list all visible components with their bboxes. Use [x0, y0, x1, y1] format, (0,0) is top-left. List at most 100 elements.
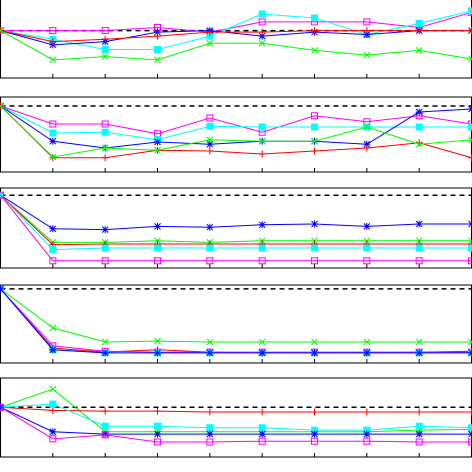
marker: [101, 407, 109, 415]
marker: [311, 27, 318, 35]
marker: [49, 27, 57, 35]
panel: [0, 377, 472, 458]
marker: [49, 120, 57, 128]
marker: [154, 32, 161, 40]
series-line: [0, 406, 472, 413]
marker: [311, 437, 318, 445]
marker: [101, 257, 109, 265]
marker: [101, 120, 109, 128]
marker: [363, 244, 371, 252]
marker: [258, 244, 266, 252]
marker: [363, 51, 371, 59]
marker: [415, 46, 423, 54]
marker: [258, 437, 266, 445]
marker: [101, 46, 109, 54]
marker: [101, 349, 109, 357]
marker: [154, 56, 161, 64]
marker: [258, 150, 266, 158]
marker: [101, 338, 109, 346]
marker: [49, 56, 57, 64]
marker: [258, 430, 266, 438]
series-line: [0, 288, 472, 343]
marker: [258, 123, 266, 131]
marker: [258, 221, 266, 229]
plot-frame: [0, 0, 472, 79]
marker: [206, 244, 214, 252]
marker: [311, 46, 318, 54]
panel: [0, 187, 472, 269]
marker: [154, 438, 161, 446]
marker: [101, 53, 109, 61]
marker: [311, 349, 318, 357]
marker: [206, 338, 214, 346]
marker: [206, 257, 214, 265]
marker: [415, 244, 423, 252]
marker: [0, 27, 4, 34]
marker: [49, 154, 57, 162]
series-line: [0, 194, 472, 262]
marker: [363, 349, 371, 357]
marker: [415, 19, 423, 27]
marker: [415, 220, 423, 228]
marker: [415, 349, 423, 357]
marker: [206, 223, 214, 231]
marker: [363, 27, 371, 35]
series-line: [0, 406, 472, 443]
marker: [154, 222, 161, 230]
series-line: [0, 30, 472, 46]
marker: [154, 28, 161, 36]
plot-frame: [0, 96, 472, 173]
marker: [49, 400, 57, 408]
marker: [415, 257, 423, 265]
series-line: [0, 105, 472, 149]
marker: [415, 123, 423, 131]
marker: [258, 137, 266, 145]
marker: [101, 422, 109, 430]
marker: [415, 438, 423, 446]
series-line: [0, 403, 472, 431]
marker: [101, 226, 109, 234]
plot-frame: [0, 377, 472, 458]
marker: [49, 324, 57, 332]
marker: [311, 14, 318, 22]
marker: [415, 430, 423, 438]
marker: [311, 338, 318, 346]
marker: [101, 244, 109, 252]
marker: [415, 140, 423, 148]
marker: [258, 338, 266, 346]
marker: [0, 403, 4, 411]
marker: [468, 7, 472, 15]
marker: [206, 408, 214, 416]
marker: [258, 39, 266, 47]
marker: [101, 144, 109, 152]
panel: [0, 96, 472, 173]
marker: [49, 38, 57, 46]
marker: [311, 430, 318, 438]
marker: [415, 27, 423, 35]
series-line: [0, 194, 472, 246]
marker: [258, 32, 266, 40]
marker: [49, 346, 57, 354]
series-line: [0, 105, 472, 159]
series-line: [0, 194, 472, 243]
marker: [363, 18, 371, 26]
marker: [363, 437, 371, 445]
series-line: [0, 105, 472, 135]
series-line: [0, 406, 472, 435]
marker: [101, 431, 109, 439]
marker: [154, 46, 161, 54]
marker: [415, 338, 423, 346]
marker: [101, 128, 109, 136]
marker: [154, 257, 161, 265]
marker: [258, 28, 266, 36]
marker: [49, 257, 57, 265]
marker: [363, 123, 371, 131]
marker: [0, 191, 4, 199]
marker: [311, 123, 318, 131]
marker: [415, 108, 423, 116]
marker: [311, 220, 318, 228]
marker: [258, 18, 266, 26]
marker: [363, 430, 371, 438]
marker: [363, 408, 371, 416]
marker: [49, 428, 57, 436]
